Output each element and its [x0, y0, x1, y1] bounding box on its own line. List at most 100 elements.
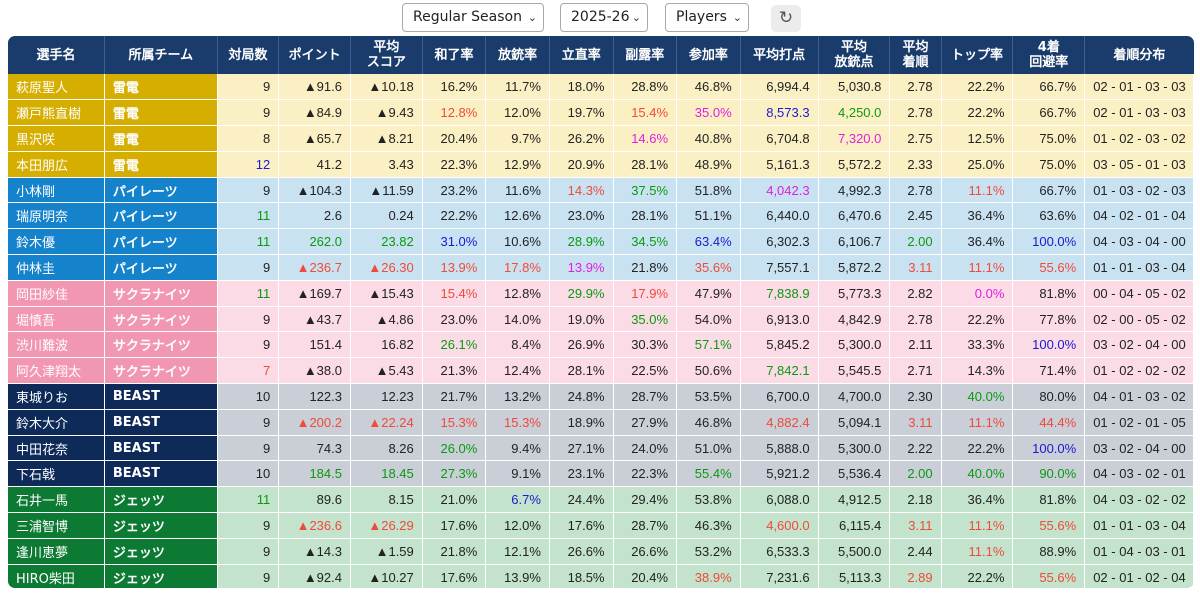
stat-cell: 5,888.0 — [740, 435, 819, 462]
chevron-down-icon: ⌄ — [631, 11, 641, 24]
stat-cell: 22.5% — [613, 357, 678, 385]
team-name: パイレーツ — [104, 228, 218, 256]
stat-cell: 74.3 — [278, 435, 351, 462]
player-name: 鈴木優 — [8, 228, 105, 256]
view-select[interactable]: Players ⌄ — [665, 3, 749, 32]
player-name: 中田花奈 — [8, 435, 105, 462]
player-name: 堀慎吾 — [8, 306, 105, 333]
column-header[interactable]: 平均 放銃点 — [818, 36, 891, 74]
stat-cell: 22.2% — [941, 99, 1014, 127]
player-name: 下石戟 — [8, 460, 105, 488]
stat-cell: 6,470.6 — [818, 202, 891, 230]
stat-cell: 17.6% — [422, 512, 487, 539]
stat-cell: ▲22.24 — [350, 409, 423, 436]
table-row: 仲林圭 パイレーツ 9 ▲236.7 ▲26.30 13.9% 17.8% 13.9% 21.8… — [8, 254, 1194, 281]
column-header[interactable]: 参加率 — [676, 36, 741, 74]
stat-cell: 2.78 — [889, 177, 942, 204]
stat-cell: 2.30 — [889, 383, 942, 410]
stat-cell: 100.0% — [1012, 331, 1086, 359]
stat-cell: 10 — [217, 383, 280, 410]
column-header[interactable]: 着順分布 — [1113, 47, 1166, 63]
stat-cell: 26.0% — [422, 435, 487, 462]
stat-cell: ▲4.86 — [350, 306, 423, 333]
refresh-button[interactable]: ↻ — [771, 5, 801, 32]
table-row: 鈴木優 パイレーツ 11 262.0 23.82 31.0% 10.6% 28.9% 34.5%… — [8, 228, 1194, 256]
stat-cell: 03 - 02 - 04 - 00 — [1084, 331, 1194, 359]
stat-cell: 8 — [217, 125, 280, 152]
stat-cell: 27.3% — [422, 460, 487, 488]
column-header[interactable]: 4着 回避率 — [1012, 36, 1086, 74]
column-header[interactable]: 和了率 — [422, 36, 487, 74]
column-header[interactable]: トップ率 — [941, 36, 1014, 74]
team-name: パイレーツ — [104, 254, 218, 281]
column-header[interactable]: 所属チーム — [104, 36, 218, 74]
stat-cell: 6,533.3 — [740, 538, 819, 565]
stat-cell: ▲15.43 — [350, 280, 423, 307]
stat-cell: 44.4% — [1012, 409, 1086, 436]
stat-cell: 50.6% — [676, 357, 741, 385]
stat-cell: 35.0% — [613, 306, 678, 333]
stat-cell: 9 — [217, 74, 280, 101]
stat-cell: 31.0% — [422, 228, 487, 256]
stat-cell: 28.1% — [613, 202, 678, 230]
stat-cell: 14.3% — [941, 357, 1014, 385]
stat-cell: 13.9% — [549, 254, 614, 281]
stat-cell: 0.24 — [350, 202, 423, 230]
column-header[interactable]: 立直率 — [549, 36, 614, 74]
stat-cell: 9.1% — [485, 460, 550, 488]
stat-cell: 53.5% — [676, 383, 741, 410]
column-header[interactable]: ポイント — [278, 36, 351, 74]
stat-cell: 54.0% — [676, 306, 741, 333]
team-name: ジェッツ — [104, 564, 218, 588]
stat-cell: 4,600.0 — [740, 512, 819, 539]
stat-cell: 80.0% — [1012, 383, 1086, 410]
stat-cell: 3.11 — [889, 512, 942, 539]
stat-cell: 5,872.2 — [818, 254, 891, 281]
stat-cell: 55.6% — [1012, 512, 1086, 539]
stat-cell: 51.8% — [676, 177, 741, 204]
stat-cell: 18.45 — [350, 460, 423, 488]
stat-cell: 5,845.2 — [740, 331, 819, 359]
column-header[interactable]: 選手名 — [8, 36, 105, 74]
stat-cell: 19.7% — [549, 99, 614, 127]
stat-cell: 2.44 — [889, 538, 942, 565]
stat-cell: 38.9% — [676, 564, 741, 588]
stat-cell: ▲9.43 — [350, 99, 423, 127]
team-name: BEAST — [104, 409, 218, 436]
column-header[interactable]: 平均 スコア — [350, 36, 423, 74]
player-name: 瑞原明奈 — [8, 202, 105, 230]
chevron-down-icon: ⌄ — [732, 11, 742, 24]
stat-cell: 15.3% — [485, 409, 550, 436]
stat-cell: 26.1% — [422, 331, 487, 359]
year-select[interactable]: 2025-26 ⌄ — [560, 3, 648, 32]
stat-cell: 2.18 — [889, 486, 942, 514]
stat-cell: 6,994.4 — [740, 74, 819, 101]
stat-cell: 21.3% — [422, 357, 487, 385]
stat-cell: 01 - 04 - 03 - 01 — [1084, 538, 1194, 565]
table-row: HIRO柴田 ジェッツ 9 ▲92.4 ▲10.27 17.6% 13.9% 18.5% 20.… — [8, 564, 1194, 588]
team-name: BEAST — [104, 383, 218, 410]
team-name: 雷電 — [104, 74, 218, 101]
column-header[interactable]: 対局数 — [217, 36, 280, 74]
stat-cell: 9 — [217, 99, 280, 127]
team-name: ジェッツ — [104, 486, 218, 514]
stat-cell: 11.1% — [941, 254, 1014, 281]
stat-cell: 9 — [217, 409, 280, 436]
stat-cell: 11.1% — [941, 538, 1014, 565]
column-header[interactable]: 平均 着順 — [889, 36, 942, 74]
player-name: 本田朋広 — [8, 151, 105, 178]
refresh-icon: ↻ — [778, 8, 794, 28]
stat-cell: 18.0% — [549, 74, 614, 101]
stat-cell: 23.0% — [422, 306, 487, 333]
stat-cell: ▲10.18 — [350, 74, 423, 101]
column-header[interactable]: 放銃率 — [485, 36, 550, 74]
stat-cell: 6,440.0 — [740, 202, 819, 230]
column-header[interactable]: 平均打点 — [740, 36, 819, 74]
stat-cell: 03 - 05 - 01 - 03 — [1084, 151, 1194, 178]
season-select[interactable]: Regular Season ⌄ — [402, 3, 544, 32]
team-name: 雷電 — [104, 151, 218, 178]
controls-bar: Regular Season ⌄ 2025-26 ⌄ Players ⌄ ↻ — [0, 3, 1200, 33]
stat-cell: 57.1% — [676, 331, 741, 359]
stat-cell: 28.7% — [613, 512, 678, 539]
column-header[interactable]: 副露率 — [613, 36, 678, 74]
